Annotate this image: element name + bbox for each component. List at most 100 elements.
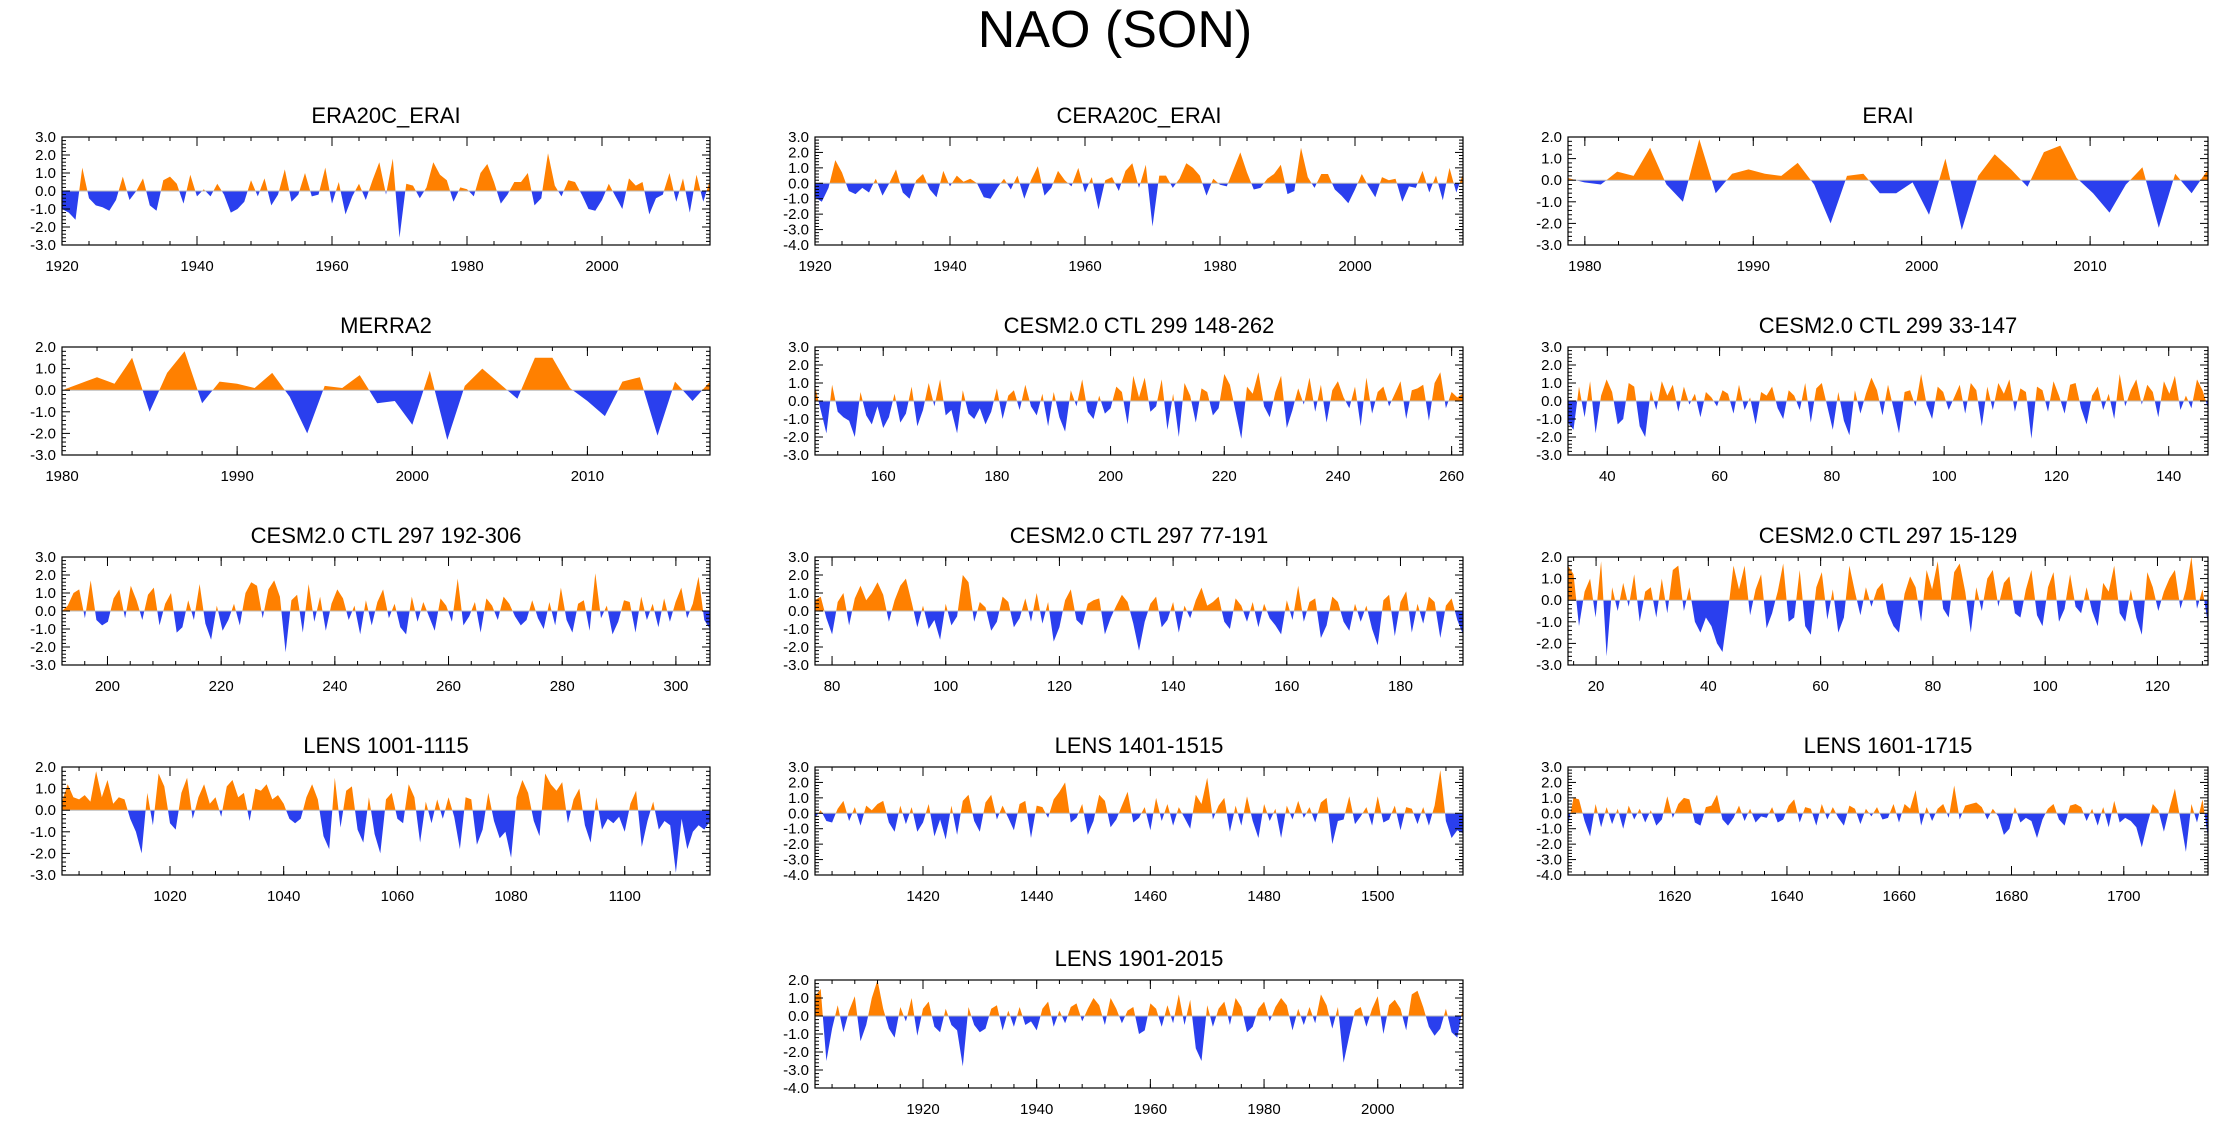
y-tick-label: -3.0 (783, 447, 809, 464)
plot-frame (814, 766, 1464, 876)
panel-9: CESM2.0 CTL 297 15-129 2.0 1.0 0.0 -1.0 -2.0 -… (1536, 523, 2209, 695)
panel-6: CESM2.0 CTL 299 33-147 3.02.01.00.0-1.0-2… (1536, 313, 2209, 485)
x-tick-label: 2000 (396, 468, 429, 485)
x-tick-label: 160 (871, 468, 896, 485)
panel-title: CERA20C_ERAI (1056, 103, 1221, 128)
plot-frame (61, 346, 711, 456)
x-tick-label: 20 (1588, 678, 1605, 695)
y-tick-label: -1.0 (783, 411, 809, 428)
y-tick-label: 0.0 (788, 603, 809, 620)
panel-title: LENS 1401-1515 (1055, 733, 1224, 758)
x-tick-label: 1680 (1995, 888, 2028, 905)
y-tick-label: 0.0 (1541, 592, 1562, 609)
x-tick-label: 80 (1925, 678, 1942, 695)
panel-title: ERAI (1862, 103, 1913, 128)
x-tick-label: 1980 (1568, 258, 1601, 275)
panel-title: LENS 1901-2015 (1055, 946, 1224, 971)
y-tick-label: 2.0 (35, 339, 56, 356)
y-tick-label: -4.0 (783, 237, 809, 254)
positive-anomaly-area (1568, 139, 2208, 181)
x-tick-label: 240 (1325, 468, 1350, 485)
x-tick-label: 1980 (1203, 258, 1236, 275)
positive-anomaly-area (815, 575, 1463, 611)
negative-anomaly-area (815, 813, 1463, 845)
x-tick-label: 1990 (220, 468, 253, 485)
positive-anomaly-area (62, 771, 710, 811)
positive-anomaly-area (815, 980, 1463, 1016)
y-tick-label: -1.0 (30, 824, 56, 841)
negative-anomaly-area (62, 810, 710, 873)
x-tick-label: 1700 (2107, 888, 2140, 905)
x-tick-label: 1960 (315, 258, 348, 275)
x-tick-label: 1940 (180, 258, 213, 275)
x-tick-label: 100 (2033, 678, 2058, 695)
y-tick-label: 3.0 (788, 549, 809, 566)
y-tick-label: 1.0 (35, 781, 56, 798)
panel-title: LENS 1001-1115 (303, 733, 469, 758)
x-tick-label: 1060 (381, 888, 414, 905)
y-tick-label: -3.0 (1536, 447, 1562, 464)
x-tick-label: 120 (2044, 468, 2069, 485)
y-tick-label: 2.0 (788, 357, 809, 374)
x-tick-label: 140 (2156, 468, 2181, 485)
x-tick-label: 1940 (933, 258, 966, 275)
y-tick-label: -2.0 (783, 206, 809, 223)
y-tick-label: -3.0 (30, 657, 56, 674)
x-tick-label: 200 (95, 678, 120, 695)
negative-anomaly-area (815, 401, 1463, 439)
negative-anomaly-area (815, 183, 1463, 227)
y-tick-label: 2.0 (788, 774, 809, 791)
panel-title: CESM2.0 CTL 299 148-262 (1004, 313, 1275, 338)
negative-anomaly-area (62, 611, 710, 653)
y-tick-label: 0.0 (1541, 172, 1562, 189)
y-tick-label: 0.0 (35, 183, 56, 200)
x-tick-label: 280 (550, 678, 575, 695)
y-tick-label: 3.0 (788, 759, 809, 776)
x-tick-label: 120 (1047, 678, 1072, 695)
y-tick-label: -2.0 (1536, 429, 1562, 446)
x-tick-label: 1440 (1020, 888, 1053, 905)
x-tick-label: 200 (1098, 468, 1123, 485)
panel-11: LENS 1401-1515 3.02.01.00.0-1.0-2.0-3.0-4… (783, 733, 1464, 905)
x-tick-label: 1100 (609, 888, 641, 905)
y-tick-label: 1.0 (1541, 571, 1562, 588)
positive-anomaly-area (62, 153, 710, 191)
x-tick-label: 2000 (585, 258, 618, 275)
y-tick-label: -3.0 (783, 657, 809, 674)
positive-anomaly-area (62, 351, 710, 391)
y-tick-label: 1.0 (35, 165, 56, 182)
y-tick-label: 0.0 (35, 382, 56, 399)
y-tick-label: 3.0 (35, 549, 56, 566)
y-tick-label: 0.0 (35, 802, 56, 819)
x-tick-label: 1420 (906, 888, 939, 905)
negative-anomaly-area (1568, 813, 2208, 852)
y-tick-label: 3.0 (788, 339, 809, 356)
x-tick-label: 260 (1439, 468, 1464, 485)
negative-anomaly-area (1568, 401, 2208, 439)
x-tick-label: 2010 (2073, 258, 2106, 275)
y-tick-label: -4.0 (783, 1080, 809, 1097)
x-tick-label: 1980 (1247, 1101, 1280, 1118)
negative-anomaly-area (815, 1016, 1463, 1067)
y-tick-label: -2.0 (30, 425, 56, 442)
y-tick-label: 1.0 (788, 160, 809, 177)
x-tick-label: 120 (2145, 678, 2170, 695)
negative-anomaly-area (1568, 600, 2208, 657)
y-tick-label: -2.0 (783, 1044, 809, 1061)
x-tick-label: 80 (824, 678, 841, 695)
y-tick-label: 1.0 (788, 790, 809, 807)
x-tick-label: 1480 (1247, 888, 1280, 905)
x-tick-label: 1040 (267, 888, 300, 905)
y-tick-label: 0.0 (788, 175, 809, 192)
y-tick-label: 1.0 (788, 375, 809, 392)
x-tick-label: 1980 (450, 258, 483, 275)
y-tick-label: -3.0 (30, 447, 56, 464)
panel-13: LENS 1901-2015 2.01.00.0-1.0-2.0-3.0-4.0 1… (783, 946, 1464, 1118)
y-tick-label: -1.0 (783, 191, 809, 208)
y-tick-label: -2.0 (1536, 215, 1562, 232)
negative-anomaly-area (815, 611, 1463, 651)
x-tick-label: 1990 (1737, 258, 1770, 275)
y-tick-label: -4.0 (783, 867, 809, 884)
panel-7: CESM2.0 CTL 297 192-3063.02.01.00.0-1.0-… (30, 523, 711, 695)
x-tick-label: 80 (1824, 468, 1841, 485)
